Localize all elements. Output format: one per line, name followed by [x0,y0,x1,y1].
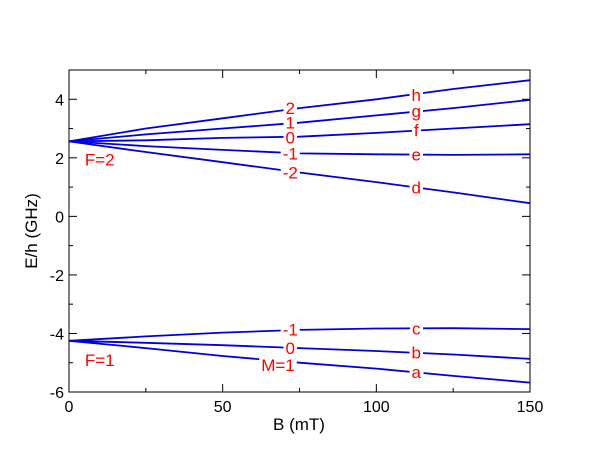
level-annotation: -1 [280,321,300,340]
y-axis-label: E/h (GHz) [22,193,41,269]
level-annotation: F=1 [82,351,117,370]
level-annotation-text: a [412,363,422,382]
energy-level-line [68,123,531,143]
energy-level-line [68,79,531,143]
level-annotation-background [259,356,297,374]
level-annotation-text: -1 [283,321,298,340]
level-annotation-text: F=2 [85,150,115,169]
y-tick-label: -2 [50,268,64,285]
y-tick-label: -4 [50,326,64,343]
level-annotation-background [82,151,117,169]
level-annotation: 0 [283,339,298,358]
level-annotation: c [410,319,424,338]
level-annotation: e [409,146,424,165]
level-annotation: b [409,343,424,362]
energy-level-line [68,339,531,384]
level-annotation-background [280,145,300,163]
level-annotation-background [280,321,300,339]
level-annotation: 0 [283,128,298,147]
level-annotation-text: e [412,146,421,165]
level-annotation: d [409,179,424,198]
level-annotation: 2 [283,99,298,118]
level-annotation: 1 [283,114,298,133]
y-ticks: -6 -4 -2 0 2 4 [50,69,530,402]
x-axis-label: B (mT) [273,415,325,434]
y-tick-label: -6 [50,385,64,402]
level-annotation-background [409,179,424,197]
level-annotation-text: -2 [283,163,298,182]
level-annotation-text: b [412,343,421,362]
level-annotation-background [283,114,298,132]
level-annotation-text: 1 [286,114,295,133]
level-annotation-background [283,340,298,358]
level-annotation: -1 [280,144,300,163]
level-annotation: g [409,102,424,121]
level-annotation-background [409,146,424,164]
level-annotation-background [411,122,421,140]
plot-frame [68,69,531,393]
x-tick-label: 0 [65,399,74,416]
level-annotation-text: 0 [286,339,295,358]
level-annotation-background [409,344,424,362]
level-annotation-text: M=1 [261,356,295,375]
level-annotation-background [409,364,424,382]
level-annotation-background [280,164,300,182]
level-annotation: a [409,363,424,382]
level-annotation: f [411,121,421,140]
level-annotation-background [283,129,298,147]
level-annotation-text: 0 [286,128,295,147]
energy-level-line [68,339,531,360]
x-ticks: 0 50 100 150 [65,70,544,416]
level-annotation: M=1 [259,356,297,375]
y-tick-label: 4 [55,92,64,109]
y-tick-label: 0 [55,209,64,226]
level-annotation-text: f [414,121,419,140]
level-annotation-text: h [412,86,421,105]
energy-level-line [68,99,531,143]
x-tick-label: 150 [517,399,544,416]
level-annotation-background [410,320,424,338]
x-tick-label: 100 [363,399,390,416]
level-annotation-background [283,100,298,118]
level-annotation: h [409,86,424,105]
level-annotation-background [409,86,424,104]
level-annotation-text: F=1 [85,351,115,370]
level-annotation-text: c [412,319,421,338]
level-annotation: F=2 [82,150,117,169]
level-annotation-text: -1 [283,144,298,163]
level-annotation-text: g [412,102,421,121]
x-tick-label: 50 [214,399,232,416]
level-annotation-text: d [412,179,421,198]
level-annotation: -2 [280,163,300,182]
y-tick-label: 2 [55,151,64,168]
level-annotation-background [409,102,424,120]
level-annotation-background [82,351,117,369]
level-annotation-text: 2 [286,99,295,118]
